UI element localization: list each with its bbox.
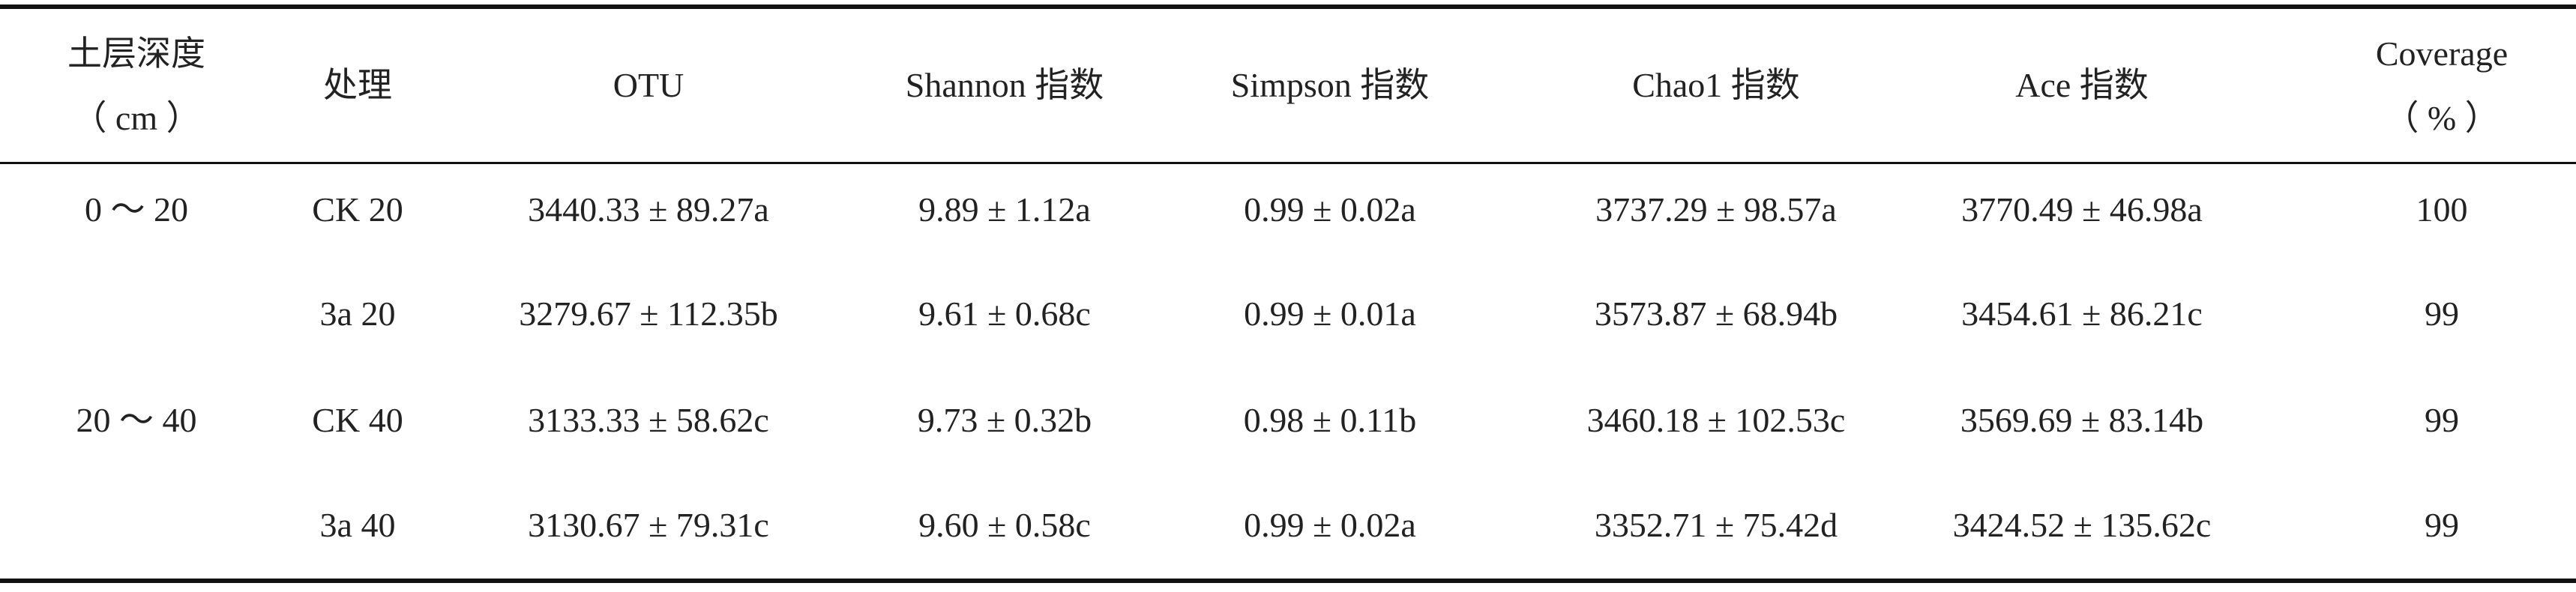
table-cell: 9.61 ± 0.68c: [918, 295, 1091, 333]
header-cell: Shannon 指数: [905, 66, 1104, 104]
header-cell: 处理: [323, 66, 392, 104]
table-cell: 3737.29 ± 98.57a: [1595, 190, 1837, 229]
table-cell: 0.99 ± 0.02a: [1244, 190, 1416, 229]
top-rule: [0, 4, 2576, 9]
table-cell: 3a 40: [319, 506, 396, 544]
table-cell: 3573.87 ± 68.94b: [1594, 295, 1838, 333]
table-cell: 0 ～ 20: [85, 190, 188, 229]
table-cell: 9.60 ± 0.58c: [918, 506, 1091, 544]
table-cell: 3a 20: [319, 295, 396, 333]
header-cell: Simpson 指数: [1230, 66, 1430, 104]
table-cell: 0.99 ± 0.01a: [1244, 295, 1416, 333]
table-cell: 99: [2425, 401, 2459, 439]
table-cell: 9.89 ± 1.12a: [918, 190, 1091, 229]
table-cell: 0.99 ± 0.02a: [1244, 506, 1416, 544]
table-cell: 3440.33 ± 89.27a: [528, 190, 769, 229]
table-cell: 99: [2425, 506, 2459, 544]
table-cell: 20 ～ 40: [76, 401, 197, 439]
header-rule: [0, 162, 2576, 164]
table-cell: 3460.18 ± 102.53c: [1586, 401, 1846, 439]
bottom-rule: [0, 579, 2576, 583]
table-cell: CK 40: [312, 401, 403, 439]
table-cell: 3770.49 ± 46.98a: [1961, 190, 2203, 229]
table-cell: 3352.71 ± 75.42d: [1594, 506, 1838, 544]
table-cell: 9.73 ± 0.32b: [917, 401, 1092, 439]
table-cell: CK 20: [312, 190, 403, 229]
header-cell: OTU: [613, 66, 684, 104]
table-cell: 0.98 ± 0.11b: [1243, 401, 1417, 439]
table-cell: 99: [2425, 295, 2459, 333]
table-cell: 3454.61 ± 86.21c: [1961, 295, 2203, 333]
header-cell: Ace 指数: [2015, 66, 2149, 104]
header-cell: （ % ）: [2384, 99, 2500, 137]
table-cell: 3133.33 ± 58.62c: [528, 401, 769, 439]
header-cell: Chao1 指数: [1632, 66, 1800, 104]
header-cell: 土层深度: [67, 34, 205, 73]
table-cell: 3130.67 ± 79.31c: [528, 506, 769, 544]
header-cell: Coverage: [2375, 34, 2509, 73]
header-cell: （ cm ）: [72, 99, 201, 137]
table-cell: 3569.69 ± 83.14b: [1960, 401, 2204, 439]
table-cell: 3279.67 ± 112.35b: [519, 295, 778, 333]
table-cell: 3424.52 ± 135.62c: [1952, 506, 2212, 544]
table-cell: 100: [2416, 190, 2468, 229]
